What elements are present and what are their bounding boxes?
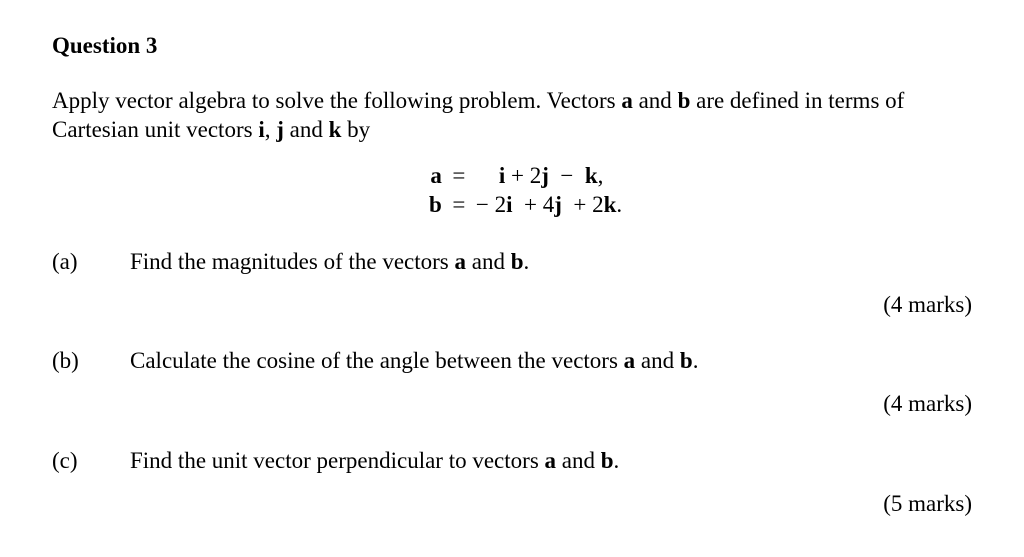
- part-text: Find the magnitudes of the vectors a and…: [130, 248, 972, 277]
- part-label: (b): [52, 347, 130, 376]
- vector-b: b: [511, 249, 524, 274]
- part-label: (c): [52, 447, 130, 476]
- eq-rhs: i + 2j − k,: [476, 162, 604, 191]
- part-text: .: [693, 348, 699, 373]
- part-text: .: [524, 249, 530, 274]
- unit-vector-k: k: [585, 163, 598, 188]
- eq-text: + 2: [562, 192, 604, 217]
- vector-b: b: [678, 88, 691, 113]
- eq-text: −: [549, 163, 585, 188]
- part-c: (c) Find the unit vector perpendicular t…: [52, 447, 972, 476]
- marks-c: (5 marks): [52, 490, 972, 519]
- intro-text: and: [284, 117, 329, 142]
- part-a: (a) Find the magnitudes of the vectors a…: [52, 248, 972, 277]
- unit-vector-j: j: [276, 117, 284, 142]
- unit-vector-j: j: [541, 163, 549, 188]
- unit-vector-k: k: [329, 117, 342, 142]
- part-text: Find the unit vector perpendicular to ve…: [130, 448, 545, 473]
- marks-b: (4 marks): [52, 390, 972, 419]
- question-intro: Apply vector algebra to solve the follow…: [52, 87, 972, 145]
- part-text: and: [556, 448, 601, 473]
- equation-block: a = i + 2j − k, b = − 2i + 4j + 2k.: [402, 162, 622, 220]
- vector-b: b: [680, 348, 693, 373]
- eq-equals: =: [442, 191, 476, 220]
- part-text: .: [614, 448, 620, 473]
- part-text: Find the magnitudes of the vectors: [130, 249, 455, 274]
- equation-a: a = i + 2j − k,: [402, 162, 622, 191]
- vector-b: b: [601, 448, 614, 473]
- eq-text: + 4: [512, 192, 554, 217]
- part-label: (a): [52, 248, 130, 277]
- part-text: Calculate the cosine of the angle betwee…: [130, 348, 624, 373]
- vector-a: a: [545, 448, 557, 473]
- question-title: Question 3: [52, 32, 972, 61]
- intro-text: ,: [265, 117, 277, 142]
- eq-equals: =: [442, 162, 476, 191]
- marks-a: (4 marks): [52, 291, 972, 320]
- vector-a: a: [624, 348, 636, 373]
- vector-a: a: [455, 249, 467, 274]
- question-page: Question 3 Apply vector algebra to solve…: [0, 0, 1024, 518]
- eq-lhs: a: [402, 162, 442, 191]
- eq-text: .: [616, 192, 622, 217]
- part-b: (b) Calculate the cosine of the angle be…: [52, 347, 972, 376]
- eq-text: ,: [598, 163, 604, 188]
- part-text: and: [466, 249, 511, 274]
- eq-rhs: − 2i + 4j + 2k.: [476, 191, 622, 220]
- part-text: Calculate the cosine of the angle betwee…: [130, 347, 972, 376]
- eq-text: + 2: [505, 163, 541, 188]
- question-parts: (a) Find the magnitudes of the vectors a…: [52, 248, 972, 519]
- part-text: Find the unit vector perpendicular to ve…: [130, 447, 972, 476]
- unit-vector-j: j: [554, 192, 562, 217]
- eq-text: [476, 163, 499, 188]
- unit-vector-k: k: [604, 192, 617, 217]
- eq-lhs: b: [402, 191, 442, 220]
- vector-a: a: [621, 88, 633, 113]
- intro-text: Apply vector algebra to solve the follow…: [52, 88, 621, 113]
- intro-text: by: [341, 117, 370, 142]
- intro-text: and: [633, 88, 678, 113]
- part-text: and: [635, 348, 680, 373]
- equation-b: b = − 2i + 4j + 2k.: [402, 191, 622, 220]
- eq-text: − 2: [476, 192, 506, 217]
